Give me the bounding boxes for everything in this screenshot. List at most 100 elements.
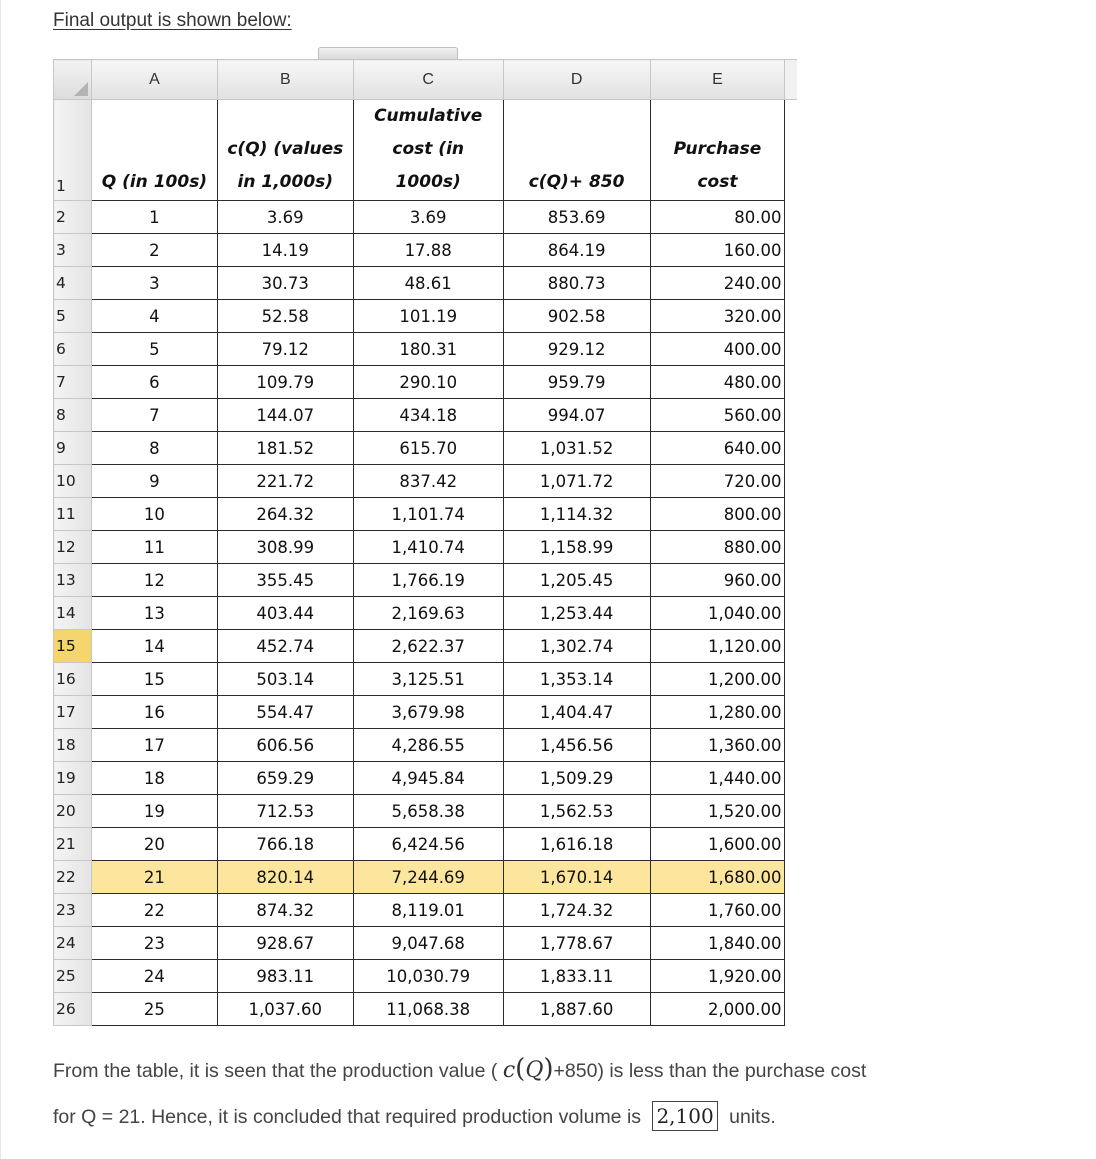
cell-cq-plus-850[interactable]: 929.12 — [502, 332, 651, 366]
cell-cumulative[interactable]: 1,766.19 — [352, 563, 504, 597]
cell-purchase-cost[interactable]: 1,360.00 — [649, 728, 786, 762]
cell-cq[interactable]: 3.69 — [216, 200, 354, 234]
cell-purchase-cost[interactable]: 1,600.00 — [649, 827, 786, 861]
cell-cumulative[interactable]: 6,424.56 — [352, 827, 504, 861]
cell-purchase-cost[interactable]: 2,000.00 — [649, 992, 786, 1026]
cell-cq-plus-850[interactable]: 1,114.32 — [502, 497, 651, 531]
cell-cq[interactable]: 14.19 — [216, 233, 354, 267]
cell-purchase-cost[interactable]: 1,200.00 — [649, 662, 786, 696]
cell-cq[interactable]: 308.99 — [216, 530, 354, 564]
cell-purchase-cost[interactable]: 800.00 — [649, 497, 786, 531]
row-number[interactable]: 19 — [53, 761, 92, 795]
cell-cumulative[interactable]: 837.42 — [352, 464, 504, 498]
cell-q[interactable]: 3 — [90, 266, 218, 300]
cell-cq[interactable]: 820.14 — [216, 860, 354, 894]
cell-cumulative[interactable]: 3,125.51 — [352, 662, 504, 696]
cell-cq[interactable]: 30.73 — [216, 266, 354, 300]
cell-cq-plus-850[interactable]: 1,509.29 — [502, 761, 651, 795]
cell-q[interactable]: 6 — [90, 365, 218, 399]
cell-cq[interactable]: 144.07 — [216, 398, 354, 432]
header-cell-cq-plus-850[interactable]: c(Q)+ 850 — [502, 99, 651, 201]
cell-q[interactable]: 9 — [90, 464, 218, 498]
cell-q[interactable]: 12 — [90, 563, 218, 597]
cell-purchase-cost[interactable]: 1,120.00 — [649, 629, 786, 663]
cell-cumulative[interactable]: 2,622.37 — [352, 629, 504, 663]
row-number[interactable]: 7 — [53, 365, 92, 399]
row-number[interactable]: 15 — [53, 629, 92, 663]
cell-q[interactable]: 25 — [90, 992, 218, 1026]
row-number[interactable]: 12 — [53, 530, 92, 564]
cell-cq-plus-850[interactable]: 1,205.45 — [502, 563, 651, 597]
column-header-c[interactable]: C — [352, 59, 504, 100]
cell-cumulative[interactable]: 615.70 — [352, 431, 504, 465]
column-header-b[interactable]: B — [216, 59, 354, 100]
cell-purchase-cost[interactable]: 80.00 — [649, 200, 786, 234]
cell-cq[interactable]: 52.58 — [216, 299, 354, 333]
cell-purchase-cost[interactable]: 880.00 — [649, 530, 786, 564]
cell-q[interactable]: 15 — [90, 662, 218, 696]
cell-cq[interactable]: 1,037.60 — [216, 992, 354, 1026]
column-header-e[interactable]: E — [649, 59, 786, 100]
column-header-a[interactable]: A — [90, 59, 218, 100]
cell-cumulative[interactable]: 1,410.74 — [352, 530, 504, 564]
cell-cumulative[interactable]: 17.88 — [352, 233, 504, 267]
cell-q[interactable]: 1 — [90, 200, 218, 234]
cell-q[interactable]: 19 — [90, 794, 218, 828]
cell-cumulative[interactable]: 1,101.74 — [352, 497, 504, 531]
cell-cumulative[interactable]: 290.10 — [352, 365, 504, 399]
cell-purchase-cost[interactable]: 960.00 — [649, 563, 786, 597]
cell-purchase-cost[interactable]: 400.00 — [649, 332, 786, 366]
cell-cumulative[interactable]: 3.69 — [352, 200, 504, 234]
cell-q[interactable]: 23 — [90, 926, 218, 960]
cell-cq[interactable]: 983.11 — [216, 959, 354, 993]
cell-cq-plus-850[interactable]: 853.69 — [502, 200, 651, 234]
cell-cumulative[interactable]: 3,679.98 — [352, 695, 504, 729]
cell-q[interactable]: 8 — [90, 431, 218, 465]
cell-purchase-cost[interactable]: 560.00 — [649, 398, 786, 432]
cell-purchase-cost[interactable]: 720.00 — [649, 464, 786, 498]
cell-cq-plus-850[interactable]: 1,353.14 — [502, 662, 651, 696]
cell-purchase-cost[interactable]: 480.00 — [649, 365, 786, 399]
cell-cq-plus-850[interactable]: 902.58 — [502, 299, 651, 333]
cell-cumulative[interactable]: 7,244.69 — [352, 860, 504, 894]
cell-cq-plus-850[interactable]: 880.73 — [502, 266, 651, 300]
cell-cumulative[interactable]: 434.18 — [352, 398, 504, 432]
cell-cumulative[interactable]: 11,068.38 — [352, 992, 504, 1026]
cell-cq-plus-850[interactable]: 1,158.99 — [502, 530, 651, 564]
cell-purchase-cost[interactable]: 1,040.00 — [649, 596, 786, 630]
cell-q[interactable]: 4 — [90, 299, 218, 333]
cell-q[interactable]: 7 — [90, 398, 218, 432]
cell-cq-plus-850[interactable]: 1,071.72 — [502, 464, 651, 498]
cell-q[interactable]: 17 — [90, 728, 218, 762]
cell-cq-plus-850[interactable]: 1,724.32 — [502, 893, 651, 927]
cell-purchase-cost[interactable]: 1,440.00 — [649, 761, 786, 795]
cell-purchase-cost[interactable]: 1,280.00 — [649, 695, 786, 729]
row-number[interactable]: 18 — [53, 728, 92, 762]
cell-cq[interactable]: 606.56 — [216, 728, 354, 762]
row-number[interactable]: 11 — [53, 497, 92, 531]
cell-purchase-cost[interactable]: 320.00 — [649, 299, 786, 333]
cell-cq-plus-850[interactable]: 1,887.60 — [502, 992, 651, 1026]
cell-q[interactable]: 20 — [90, 827, 218, 861]
row-number[interactable]: 23 — [53, 893, 92, 927]
header-cell-q[interactable]: Q (in 100s) — [90, 99, 218, 201]
cell-q[interactable]: 24 — [90, 959, 218, 993]
cell-purchase-cost[interactable]: 1,840.00 — [649, 926, 786, 960]
row-number[interactable]: 13 — [53, 563, 92, 597]
row-number[interactable]: 3 — [53, 233, 92, 267]
cell-q[interactable]: 16 — [90, 695, 218, 729]
row-number[interactable]: 17 — [53, 695, 92, 729]
row-number[interactable]: 20 — [53, 794, 92, 828]
row-number[interactable]: 1 — [53, 99, 92, 201]
cell-cq-plus-850[interactable]: 1,456.56 — [502, 728, 651, 762]
cell-q[interactable]: 5 — [90, 332, 218, 366]
cell-cq[interactable]: 109.79 — [216, 365, 354, 399]
row-number[interactable]: 22 — [53, 860, 92, 894]
cell-cumulative[interactable]: 4,945.84 — [352, 761, 504, 795]
cell-cq-plus-850[interactable]: 1,833.11 — [502, 959, 651, 993]
column-header-d[interactable]: D — [502, 59, 651, 100]
cell-purchase-cost[interactable]: 160.00 — [649, 233, 786, 267]
cell-cumulative[interactable]: 48.61 — [352, 266, 504, 300]
row-number[interactable]: 5 — [53, 299, 92, 333]
cell-cq-plus-850[interactable]: 1,562.53 — [502, 794, 651, 828]
